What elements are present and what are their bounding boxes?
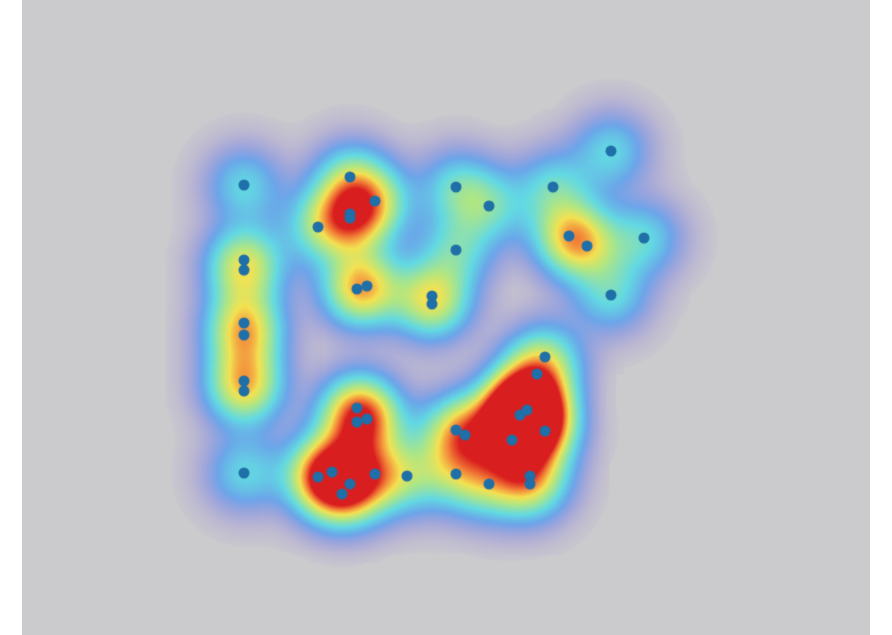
fixation-heatmap bbox=[22, 0, 870, 635]
heatmap-frame bbox=[22, 0, 870, 635]
